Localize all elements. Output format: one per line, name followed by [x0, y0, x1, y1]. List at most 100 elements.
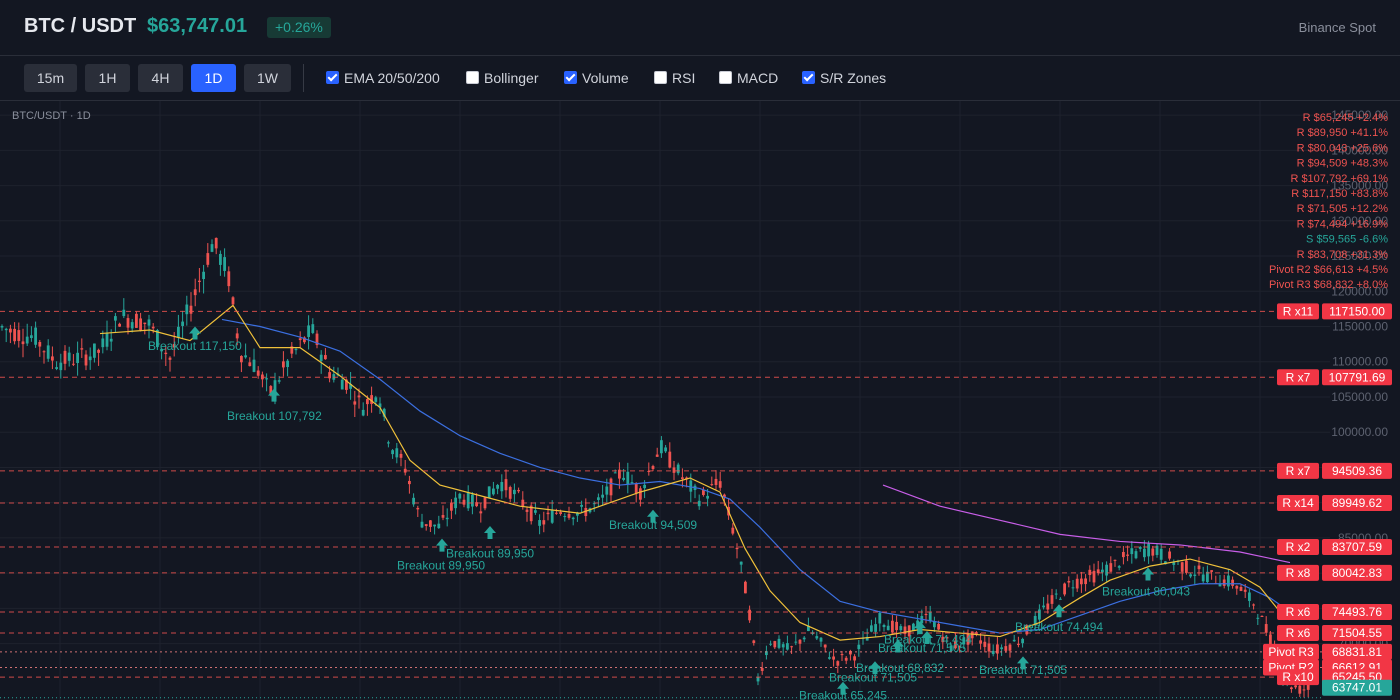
candle-up: [676, 464, 680, 474]
zone-list-item: R $117,150 +83.8%: [1291, 188, 1388, 200]
bollinger-toggle[interactable]: Bollinger: [466, 70, 538, 86]
candle-down: [702, 490, 705, 495]
candle-up: [1033, 615, 1037, 626]
candle-down: [1302, 689, 1306, 691]
candle-up: [500, 482, 504, 492]
breakout-arrow-icon: [268, 388, 280, 402]
rsi-checkbox[interactable]: [654, 71, 667, 84]
candle-up: [101, 338, 105, 348]
candle-down: [710, 484, 714, 486]
candle-up: [55, 367, 58, 369]
sr-zones-checkbox[interactable]: [802, 71, 815, 84]
candle-up: [433, 524, 436, 527]
macd-checkbox[interactable]: [719, 71, 732, 84]
price-chart[interactable]: 145000.00 140000.00 135000.00 130000.00 1250…: [0, 101, 1400, 700]
sr-level-tag-bg: [1277, 603, 1319, 620]
candle-up: [689, 480, 693, 492]
candle-down: [151, 326, 155, 329]
candle-down: [282, 361, 285, 368]
timeframe-1d-button[interactable]: 1D: [191, 64, 236, 92]
zone-list-item: R $74,494 +16.9%: [1297, 218, 1389, 230]
candle-down: [1306, 684, 1310, 690]
candle-up: [1201, 574, 1205, 582]
volume-toggle[interactable]: Volume: [564, 70, 629, 86]
candle-down: [357, 395, 361, 398]
candle-down: [681, 477, 684, 479]
candle-up: [706, 495, 709, 499]
candle-up: [147, 319, 151, 326]
candle-up: [802, 637, 806, 640]
sr-level-tag-bg: [1277, 369, 1319, 386]
price-change-badge: +0.26%: [267, 17, 331, 38]
candle-up: [664, 447, 667, 452]
candle-up: [899, 626, 903, 631]
candle-down: [525, 509, 529, 512]
candle-up: [177, 326, 180, 338]
toolbar: 15m 1H 4H 1D 1W EMA 20/50/200 Bollinger …: [0, 56, 1400, 101]
candle-up: [794, 641, 798, 643]
candle-down: [143, 322, 147, 325]
candle-down: [567, 513, 571, 518]
breakout-arrow-icon: [1053, 604, 1065, 618]
volume-checkbox[interactable]: [564, 71, 577, 84]
candle-down: [198, 280, 201, 282]
candle-up: [928, 612, 932, 622]
candle-up: [563, 516, 567, 518]
candle-down: [979, 640, 982, 644]
candle-down: [966, 633, 970, 645]
candle-up: [1248, 592, 1251, 601]
sr-zones-toggle[interactable]: S/R Zones: [802, 70, 886, 86]
candle-up: [437, 523, 441, 529]
candle-down: [584, 507, 588, 517]
candle-up: [273, 380, 277, 392]
sr-level-tag: R x7: [1286, 464, 1311, 478]
sr-level-price-bg: [1322, 462, 1392, 479]
sr-level-tag-bg: [1263, 643, 1319, 660]
candle-down: [462, 499, 466, 505]
candle-down: [189, 305, 193, 314]
zone-list-item: R $71,505 +12.2%: [1297, 203, 1389, 215]
bollinger-checkbox[interactable]: [466, 71, 479, 84]
candle-up: [781, 644, 785, 648]
breakout-label: Breakout 94,509: [609, 518, 697, 532]
candle-up: [466, 491, 470, 509]
candle-up: [786, 643, 789, 650]
timeframe-4h-button[interactable]: 4H: [138, 64, 183, 92]
candle-up: [660, 440, 663, 454]
candle-down: [193, 289, 197, 296]
zone-list-item: R $83,708 +31.3%: [1297, 249, 1389, 261]
ema50-line: [221, 318, 1291, 634]
breakout-label: Breakout 71,505: [878, 641, 966, 655]
candle-down: [135, 313, 138, 328]
macd-toggle[interactable]: MACD: [719, 70, 778, 86]
candle-down: [634, 483, 638, 494]
candle-down: [891, 620, 894, 633]
candle-down: [840, 654, 844, 656]
zone-list-item: Pivot R3 $68,832 +8.0%: [1269, 279, 1388, 291]
breakout-arrow-icon: [484, 525, 496, 539]
sr-level-tag-bg: [1277, 462, 1319, 479]
candle-down: [51, 356, 54, 361]
ema-checkbox[interactable]: [326, 71, 339, 84]
candle-up: [630, 482, 634, 484]
breakout-arrow-icon: [436, 538, 448, 552]
timeframe-1h-button[interactable]: 1H: [85, 64, 130, 92]
timeframe-1w-button[interactable]: 1W: [244, 64, 291, 92]
breakout-label: Breakout 117,150: [148, 339, 242, 353]
candle-up: [534, 510, 537, 513]
candle-up: [819, 637, 823, 642]
price-axis-tick: 125000.00: [1331, 249, 1388, 263]
candle-up: [1021, 638, 1024, 644]
ema-toggle[interactable]: EMA 20/50/200: [326, 70, 440, 86]
current-price-bg: [1322, 679, 1392, 696]
rsi-toggle[interactable]: RSI: [654, 70, 695, 86]
breakout-label: Breakout 89,950: [397, 559, 485, 573]
sr-level-price-bg: [1322, 603, 1392, 620]
candle-down: [714, 478, 718, 485]
candle-down: [937, 623, 940, 630]
candle-up: [626, 471, 630, 485]
timeframe-15m-button[interactable]: 15m: [24, 64, 77, 92]
candle-up: [319, 354, 323, 361]
candle-down: [139, 318, 142, 331]
candle-down: [1004, 646, 1008, 651]
